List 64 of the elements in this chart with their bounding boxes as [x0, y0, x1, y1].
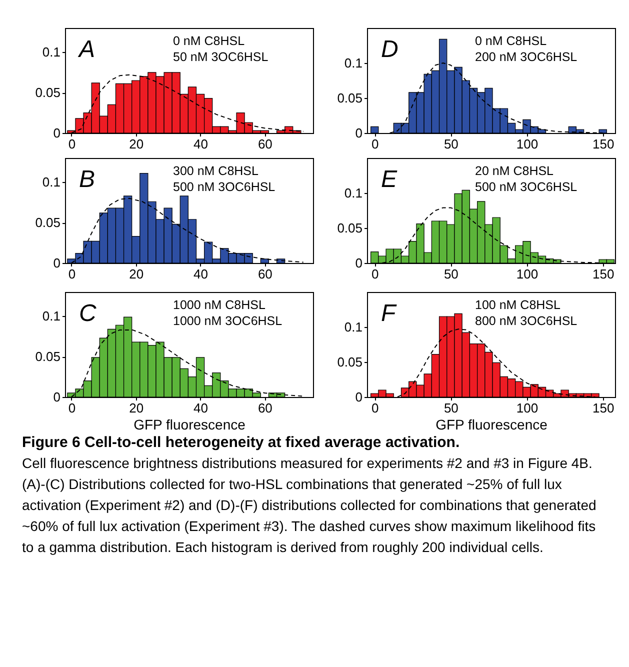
y-tick-label: 0.1 [344, 56, 362, 70]
x-tick-label: 60 [258, 136, 272, 152]
x-tick-label: 20 [129, 400, 144, 416]
y-tick-label: 0.1 [42, 174, 60, 190]
annotation: 0 nM C8HSL [475, 34, 547, 48]
x-tick-label: 0 [68, 136, 76, 152]
y-tick-label: 0 [53, 390, 60, 404]
x-tick-label: 40 [194, 266, 208, 282]
y-tick-label: 0.1 [344, 186, 362, 200]
annotation: 50 nM 3OC6HSL [173, 50, 268, 64]
annotation: 100 nM C8HSL [475, 298, 561, 312]
x-tick-label: 50 [444, 400, 458, 416]
annotation: A [77, 36, 96, 63]
y-tick-label: 0.05 [337, 90, 362, 106]
x-tick-label: 60 [258, 266, 272, 282]
x-axis-title: GFP fluorescence [436, 416, 548, 432]
x-tick-label: 0 [68, 400, 76, 416]
y-tick-label: 0.05 [35, 349, 60, 364]
annotation: 200 nM 3OC6HSL [475, 50, 578, 64]
annotation: 20 nM C8HSL [475, 164, 554, 178]
y-tick-label: 0 [53, 256, 60, 270]
text: Figure 6 Cell-to-cell heterogeneity at fixed average activation. [22, 433, 461, 453]
annotation: E [381, 166, 398, 193]
y-tick-label: 0.1 [42, 308, 60, 324]
x-tick-label: 100 [516, 136, 538, 152]
x-tick-label: 150 [592, 266, 614, 282]
y-tick-label: 0.05 [337, 354, 362, 370]
annotation: 0 nM C8HSL [173, 34, 245, 48]
x-tick-label: 100 [516, 400, 538, 416]
y-tick-label: 0 [355, 256, 362, 270]
x-tick-label: 0 [68, 266, 76, 282]
annotation: 1000 nM C8HSL [173, 298, 266, 312]
x-tick-label: 0 [371, 136, 379, 152]
y-tick-label: 0.05 [337, 220, 362, 236]
annotation: F [381, 300, 397, 327]
x-tick-label: 100 [516, 266, 538, 282]
annotation: B [79, 166, 96, 193]
annotation: 300 nM C8HSL [173, 164, 259, 178]
annotation: 500 nM 3OC6HSL [475, 180, 578, 194]
y-tick-label: 0 [355, 390, 362, 404]
x-tick-label: 50 [444, 266, 458, 282]
x-tick-label: 150 [592, 136, 614, 152]
y-tick-label: 0.05 [35, 85, 60, 100]
x-tick-label: 60 [258, 400, 272, 416]
x-tick-label: 50 [444, 136, 458, 152]
annotation: D [381, 36, 398, 63]
annotation: 800 nM 3OC6HSL [475, 314, 578, 328]
x-tick-label: 40 [194, 136, 208, 152]
y-tick-label: 0 [53, 126, 60, 140]
annotation: 1000 nM 3OC6HSL [173, 314, 282, 328]
x-tick-label: 0 [371, 400, 379, 416]
x-tick-label: 0 [371, 266, 379, 282]
annotation: 500 nM 3OC6HSL [173, 180, 276, 194]
y-tick-label: 0.1 [344, 320, 362, 334]
x-axis-title: GFP fluorescence [134, 416, 246, 432]
x-tick-label: 20 [129, 136, 144, 152]
y-tick-label: 0.05 [35, 215, 60, 230]
y-tick-label: 0 [355, 126, 362, 140]
y-tick-label: 0.1 [42, 44, 60, 60]
x-tick-label: 150 [592, 400, 614, 416]
text: Cell fluorescence brightness distributions measured for experiments #2 and #3 in Figure 4B. (A)-(C) Distributions collected for two-HSL combinations that generated ~25% of full lux activation (Experiment #2) and (D)-(F) distributions collected for combinations that generated ~60% of full lux activation (Experiment #3). The dashed curves show maximum likelihood fits to a gamma distribution. Each histogram is derived from roughly 200 individual cells. [22, 454, 598, 557]
annotation: C [79, 300, 97, 327]
x-tick-label: 40 [194, 400, 208, 416]
x-tick-label: 20 [129, 266, 144, 282]
